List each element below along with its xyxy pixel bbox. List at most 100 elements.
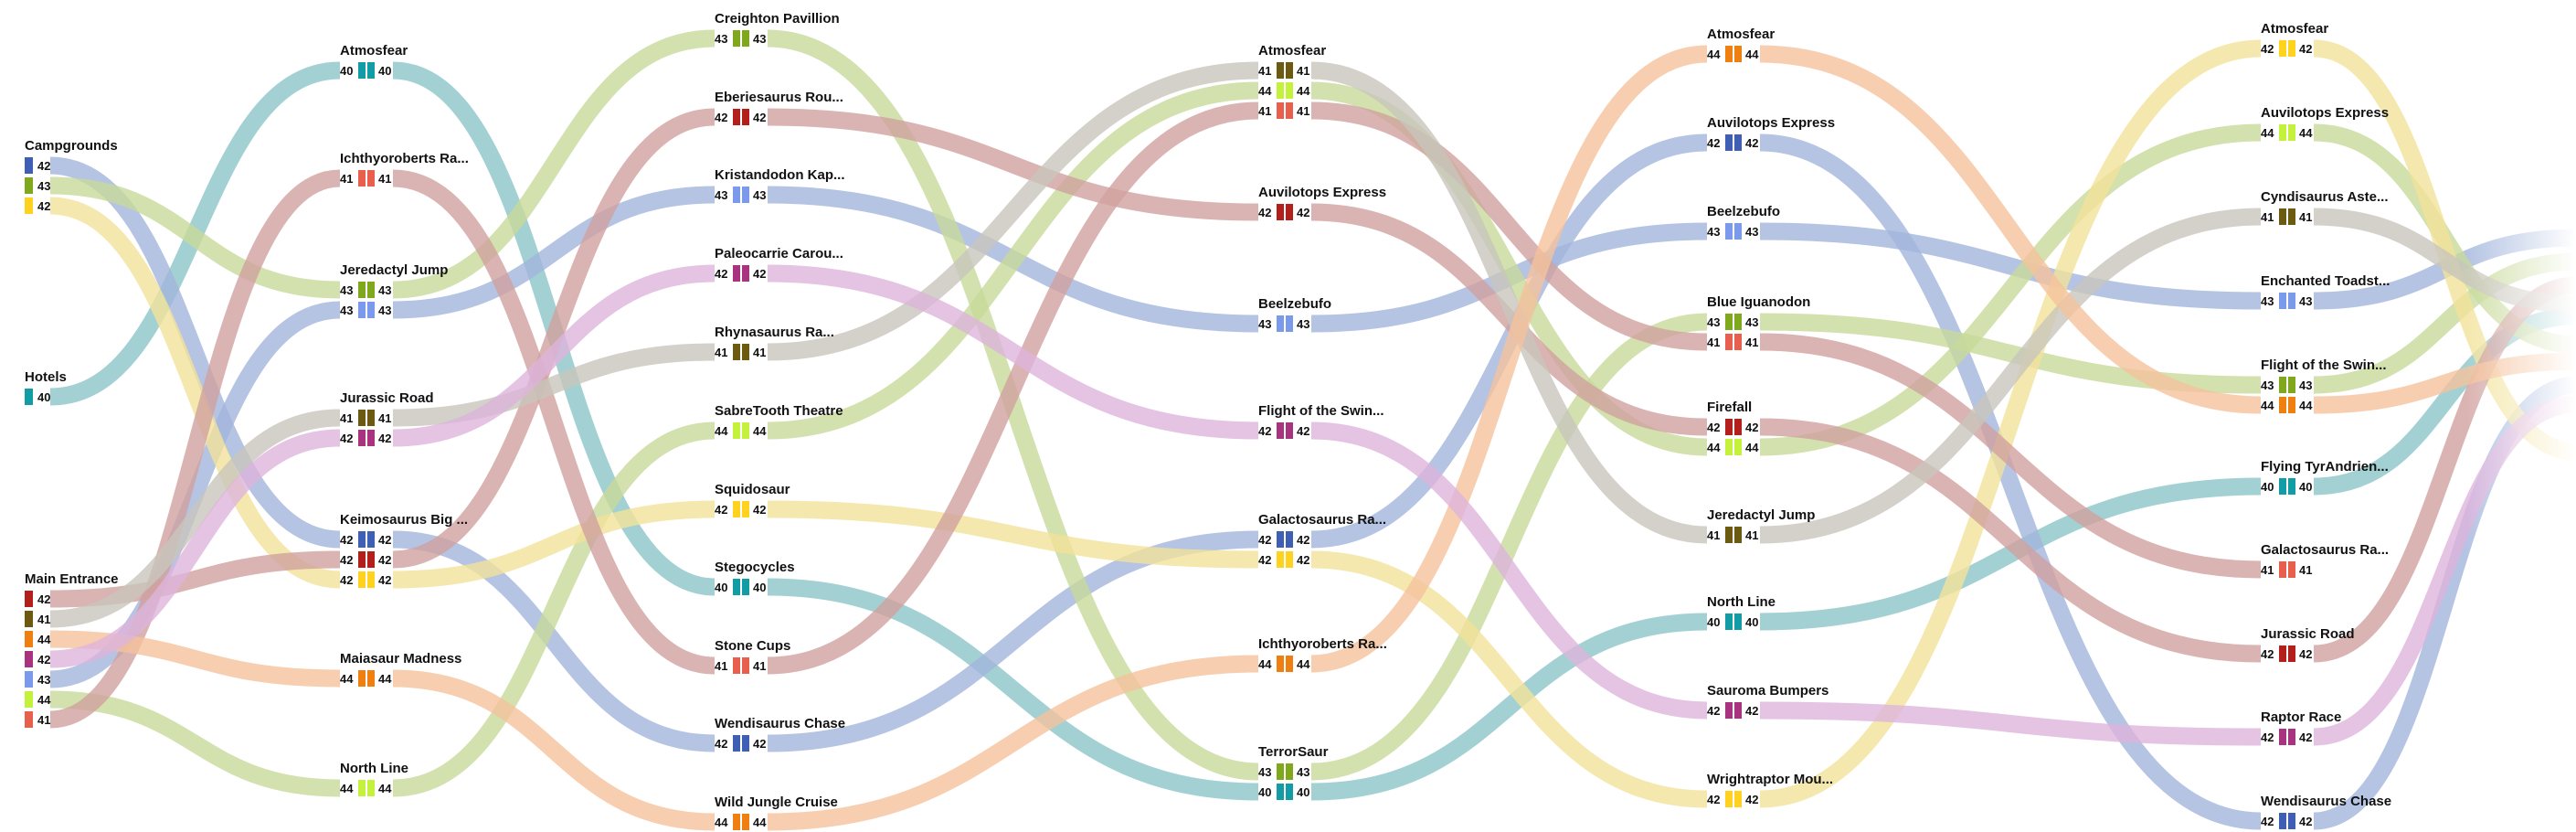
stop-c6-enchanted[interactable]: Enchanted Toadst... 43 43 [2261, 273, 2390, 309]
line-swatch [358, 62, 366, 79]
line-number-out: 40 [1745, 615, 1758, 629]
stop-c5-beelzebufo[interactable]: Beelzebufo 43 43 [1707, 204, 1780, 240]
line-swatch [1286, 422, 1293, 439]
line-swatch [2288, 397, 2295, 413]
stop-c3-eberiesaurus[interactable]: Eberiesaurus Rou... 42 42 [715, 90, 843, 125]
stop-title: SabreTooth Theatre [715, 403, 843, 419]
flow-link-purple [767, 264, 1259, 440]
stop-c2-jurassic-road[interactable]: Jurassic Road 41 41 42 42 [340, 390, 434, 446]
line-number-in: 41 [1258, 104, 1271, 118]
line-number-out: 42 [1297, 424, 1309, 438]
line-number-out: 42 [2299, 815, 2312, 828]
stop-c5-wrightraptor[interactable]: Wrightraptor Mou... 42 42 [1707, 772, 1833, 807]
line-swatch [25, 157, 33, 174]
stop-c3-rhynasaurus[interactable]: Rhynasaurus Ra... 41 41 [715, 325, 834, 360]
stop-c4-ichthyoroberts[interactable]: Ichthyoroberts Ra... 44 44 [1258, 636, 1387, 672]
line-number-in: 44 [715, 424, 728, 438]
line-swatch [367, 670, 375, 687]
line-swatch [733, 187, 740, 203]
flow-link-gray [49, 409, 341, 628]
stop-c3-stone-cups[interactable]: Stone Cups 41 41 [715, 638, 790, 674]
flow-link-green [1759, 123, 2262, 456]
line-number-out: 42 [1745, 793, 1758, 806]
line-number-in: 42 [715, 267, 727, 281]
stop-c6-auvilotops[interactable]: Auvilotops Express 44 44 [2261, 105, 2389, 141]
stop-main-entrance[interactable]: Main Entrance 42 41 44 42 43 44 41 [25, 571, 119, 728]
line-number-out: 44 [2299, 399, 2313, 412]
stop-c5-atmosfear[interactable]: Atmosfear 44 44 [1707, 27, 1775, 62]
line-number-out: 43 [2299, 294, 2312, 308]
stop-c3-wendisaurus[interactable]: Wendisaurus Chase 42 42 [715, 716, 845, 752]
line-swatch [1725, 791, 1733, 807]
stop-c5-sauroma[interactable]: Sauroma Bumpers 42 42 [1707, 683, 1829, 719]
stop-c4-terrorsaur[interactable]: TerrorSaur 43 43 40 40 [1258, 744, 1329, 800]
line-swatch [1277, 204, 1284, 220]
stop-c3-stegocycles[interactable]: Stegocycles 40 40 [715, 560, 795, 595]
stop-c6-cyndisaurus[interactable]: Cyndisaurus Aste... 41 41 [2261, 189, 2388, 225]
line-swatch [1725, 439, 1733, 455]
stop-c3-wild-jungle[interactable]: Wild Jungle Cruise 44 44 [715, 795, 838, 830]
stop-campgrounds[interactable]: Campgrounds 42 43 42 [25, 138, 118, 214]
stop-c2-ichthyoroberts[interactable]: Ichthyoroberts Ra... 41 41 [340, 151, 469, 187]
line-number-in: 41 [1707, 336, 1720, 349]
stop-c6-flying[interactable]: Flying TyrAndrien... 40 40 [2261, 459, 2389, 495]
stop-c2-atmosfear[interactable]: Atmosfear 40 40 [340, 43, 408, 79]
stop-c4-auvilotops[interactable]: Auvilotops Express 42 42 [1258, 185, 1386, 220]
stop-c6-flight[interactable]: Flight of the Swin... 43 43 44 44 [2261, 357, 2386, 413]
line-number-in: 42 [340, 573, 353, 587]
flow-link-gray [767, 61, 1259, 361]
stop-c2-jeredactyl[interactable]: Jeredactyl Jump 43 43 43 43 [340, 262, 448, 318]
line-number-in: 44 [340, 782, 354, 795]
stop-c2-maiasaur[interactable]: Maiasaur Madness 44 44 [340, 651, 461, 687]
stop-c3-squidosaur[interactable]: Squidosaur 42 42 [715, 482, 790, 517]
line-number-out: 42 [753, 737, 766, 751]
flow-link-blue [49, 301, 341, 688]
line-number-in: 41 [2261, 210, 2274, 224]
stop-c2-north-line[interactable]: North Line 44 44 [340, 761, 408, 796]
line-number-in: 42 [340, 432, 353, 445]
line-number-out: 42 [1297, 206, 1309, 219]
line-number-out: 41 [753, 659, 766, 673]
stop-c6-jurassic-road[interactable]: Jurassic Road 42 42 [2261, 626, 2355, 662]
line-number-out: 41 [753, 346, 766, 359]
stop-c3-sabretooth[interactable]: SabreTooth Theatre 44 44 [715, 403, 843, 439]
stop-c4-beelzebufo[interactable]: Beelzebufo 43 43 [1258, 296, 1331, 332]
stop-c5-north-line[interactable]: North Line 40 40 [1707, 594, 1776, 630]
stop-c3-paleocarrie[interactable]: Paleocarrie Carou... 42 42 [715, 246, 843, 282]
stop-c4-flight[interactable]: Flight of the Swin... 42 42 [1258, 403, 1383, 439]
stop-title: Hotels [25, 369, 67, 385]
stop-c5-auvilotops[interactable]: Auvilotops Express 42 42 [1707, 115, 1835, 151]
stop-c6-wendisaurus[interactable]: Wendisaurus Chase 42 42 [2261, 794, 2391, 829]
line-swatch [2288, 124, 2295, 141]
stop-title: Paleocarrie Carou... [715, 246, 843, 261]
stop-c4-atmosfear[interactable]: Atmosfear 41 41 44 44 41 41 [1258, 43, 1326, 119]
line-swatch [2279, 478, 2286, 495]
stop-c2-keimosaurus[interactable]: Keimosaurus Big ... 42 42 42 42 42 42 [340, 512, 468, 588]
line-swatch [1725, 314, 1733, 330]
stop-hotels[interactable]: Hotels 40 [25, 369, 67, 405]
line-number-in: 43 [340, 304, 353, 317]
stop-c3-creighton[interactable]: Creighton Pavillion 43 43 [715, 11, 840, 47]
stop-c6-raptor-race[interactable]: Raptor Race 42 42 [2261, 709, 2341, 745]
flow-link-red [49, 169, 341, 729]
flow-link-purple [49, 429, 341, 668]
stop-c4-galactosaurus[interactable]: Galactosaurus Ra... 42 42 42 42 [1258, 512, 1386, 568]
line-swatch [742, 187, 749, 203]
stop-c3-kristandodon[interactable]: Kristandodon Kap... 43 43 [715, 167, 845, 203]
stop-title: Atmosfear [2261, 21, 2328, 37]
stop-c6-galactosaurus[interactable]: Galactosaurus Ra... 41 41 [2261, 542, 2389, 578]
line-swatch [1734, 527, 1742, 543]
line-swatch [2279, 208, 2286, 225]
line-number-out: 44 [753, 424, 767, 438]
flow-link-yellow [1759, 39, 2262, 808]
stop-c5-blue-iguanodon[interactable]: Blue Iguanodon 43 43 41 41 [1707, 294, 1810, 350]
line-number-out: 40 [753, 581, 766, 594]
stop-c5-jeredactyl[interactable]: Jeredactyl Jump 41 41 [1707, 507, 1815, 543]
stop-c6-atmosfear[interactable]: Atmosfear 42 42 [2261, 21, 2328, 57]
line-number-out: 43 [1297, 765, 1309, 779]
stop-title: Squidosaur [715, 482, 790, 497]
line-swatch [1286, 656, 1293, 672]
line-number-in: 40 [340, 64, 353, 78]
stop-c5-firefall[interactable]: Firefall 42 42 44 44 [1707, 400, 1759, 455]
flow-link-green [49, 176, 341, 299]
